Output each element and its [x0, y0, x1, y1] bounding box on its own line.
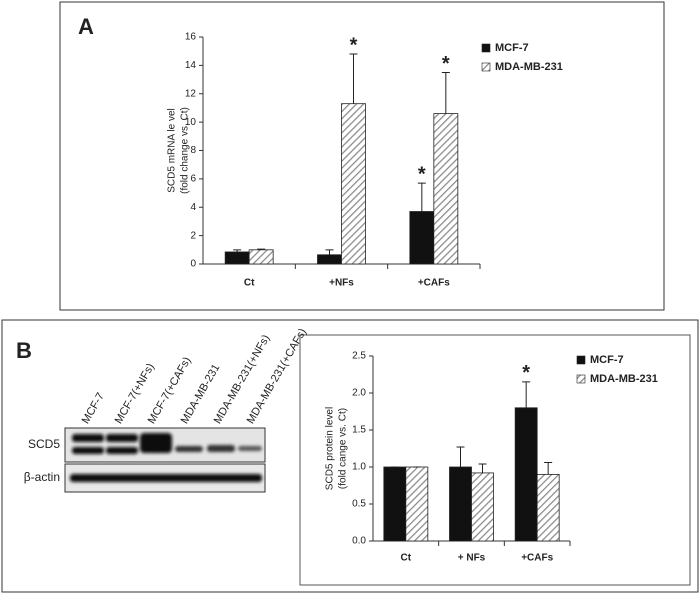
- bar: [471, 472, 494, 542]
- protein-label: SCD5: [28, 437, 60, 451]
- y-axis-title: (fold change vs. Ct): [180, 107, 191, 194]
- y-tick-label: 12: [185, 88, 197, 99]
- bar: [224, 251, 250, 265]
- panel-label: A: [78, 14, 94, 39]
- error-bar: [257, 248, 266, 250]
- legend-swatch: [576, 355, 586, 365]
- protein-label: β-actin: [24, 470, 60, 484]
- lane-label: MDA-MB-231(+NFs): [212, 333, 273, 426]
- significance-mark: *: [350, 34, 358, 56]
- y-tick-label: 4: [190, 202, 196, 213]
- panel-label: B: [16, 338, 32, 363]
- y-axis-title: SCD5 protein level: [325, 407, 336, 490]
- x-tick-label: + NFs: [458, 553, 486, 564]
- bar: [317, 254, 342, 265]
- bar: [248, 249, 274, 265]
- bar: [405, 466, 429, 542]
- lane-label: MCF-7: [80, 391, 107, 426]
- y-axis-title: (fold cange vs. Ct): [338, 408, 349, 489]
- y-tick-label: 2.5: [352, 351, 366, 362]
- y-tick-label: 0.5: [352, 499, 366, 510]
- y-tick-label: 1.5: [352, 425, 366, 436]
- y-tick-label: 2.0: [352, 388, 366, 399]
- error-bar: [233, 249, 242, 252]
- y-tick-label: 2: [190, 230, 196, 241]
- legend-label: MDA-MB-231: [590, 373, 658, 385]
- bar: [514, 407, 538, 542]
- legend-label: MCF-7: [590, 354, 624, 366]
- error-bar: [349, 53, 358, 104]
- legend-swatch: [481, 62, 491, 72]
- bar: [341, 103, 366, 265]
- panel-a-frame: [59, 1, 665, 311]
- x-tick-label: +CAFs: [521, 553, 553, 564]
- x-tick-label: +CAFs: [418, 278, 450, 289]
- legend-swatch: [481, 43, 491, 53]
- significance-mark: *: [522, 362, 530, 384]
- bar: [409, 211, 435, 265]
- legend-label: MDA-MB-231: [495, 61, 563, 73]
- y-tick-label: 14: [185, 60, 197, 71]
- error-bar: [456, 446, 465, 467]
- error-bar: [417, 182, 426, 212]
- y-tick-label: 8: [190, 145, 196, 156]
- x-tick-label: Ct: [401, 553, 412, 564]
- legend-swatch: [576, 374, 586, 384]
- significance-mark: *: [418, 163, 426, 185]
- error-bar: [325, 249, 334, 255]
- lane-label: MDA-MB-231(+CAFs): [245, 327, 309, 426]
- bar: [433, 113, 459, 265]
- blot: SCD5 β-actin: [24, 427, 266, 493]
- y-tick-label: 0.0: [352, 536, 366, 547]
- legend-label: MCF-7: [495, 42, 529, 54]
- y-tick-label: 0: [190, 259, 196, 270]
- y-tick-label: 10: [185, 117, 197, 128]
- bar: [536, 473, 560, 542]
- y-tick-label: 16: [185, 32, 197, 43]
- y-tick-label: 1.0: [352, 462, 366, 473]
- y-axis-title: SCD5 mRNA le vel: [167, 108, 178, 192]
- y-tick-label: 6: [190, 174, 196, 185]
- panel-b-frame: [1, 319, 699, 593]
- x-tick-label: Ct: [244, 278, 255, 289]
- error-bar: [478, 463, 487, 473]
- significance-mark: *: [442, 53, 450, 75]
- bar: [449, 466, 472, 542]
- chart-b-frame: [299, 334, 691, 586]
- x-tick-label: +NFs: [329, 278, 354, 289]
- error-bar: [522, 381, 531, 408]
- bar: [383, 466, 407, 542]
- error-bar: [544, 462, 553, 475]
- error-bar: [441, 71, 450, 114]
